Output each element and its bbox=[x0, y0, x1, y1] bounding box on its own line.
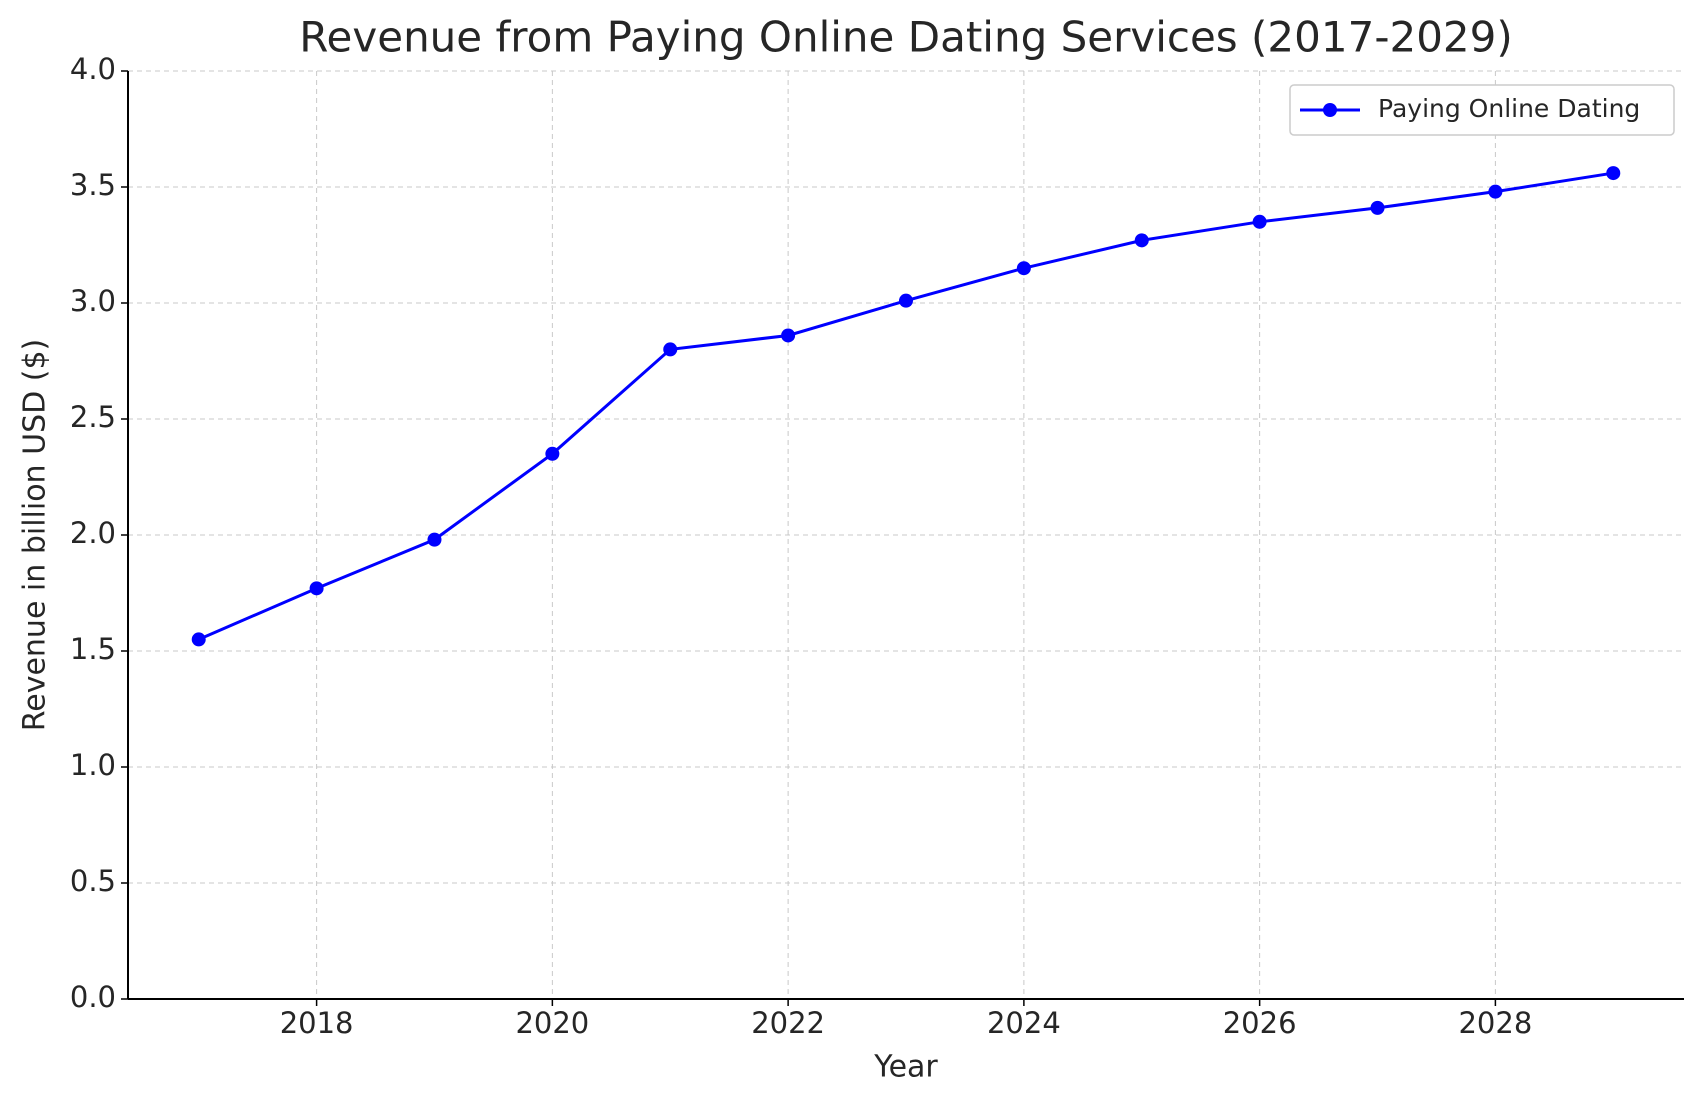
point bbox=[1016, 261, 1031, 276]
point bbox=[1488, 184, 1503, 199]
x-tick-label: 2026 bbox=[1223, 1006, 1297, 1040]
legend: Paying Online Dating bbox=[1289, 84, 1675, 136]
y-tick-label: 0.5 bbox=[70, 864, 116, 898]
y-tick-label: 2.0 bbox=[70, 516, 116, 550]
x-tick-label: 2022 bbox=[751, 1006, 825, 1040]
legend-marker bbox=[1323, 103, 1337, 117]
chart-title: Revenue from Paying Online Dating Servic… bbox=[299, 13, 1513, 62]
y-tick-label: 3.0 bbox=[70, 284, 116, 318]
y-tick-label: 3.5 bbox=[70, 168, 116, 202]
point bbox=[1606, 166, 1621, 181]
point bbox=[545, 446, 560, 461]
y-tick-label: 2.5 bbox=[70, 400, 116, 434]
y-tick-label: 4.0 bbox=[70, 52, 116, 86]
point bbox=[309, 581, 324, 596]
point bbox=[191, 632, 206, 647]
legend-label: Paying Online Dating bbox=[1378, 94, 1640, 123]
x-tick-label: 2024 bbox=[987, 1006, 1061, 1040]
point bbox=[1252, 214, 1267, 229]
point bbox=[1134, 233, 1149, 248]
x-tick-label: 2020 bbox=[515, 1006, 589, 1040]
legend-box bbox=[1289, 84, 1675, 136]
y-tick-label: 0.0 bbox=[70, 980, 116, 1014]
y-tick-label: 1.5 bbox=[70, 632, 116, 666]
point bbox=[1370, 200, 1385, 215]
point bbox=[427, 532, 442, 547]
y-tick-label: 1.0 bbox=[70, 748, 116, 782]
x-tick-label: 2028 bbox=[1458, 1006, 1532, 1040]
point bbox=[663, 342, 678, 357]
line bbox=[198, 171, 1614, 641]
point bbox=[899, 293, 913, 308]
x-tick-label: 2018 bbox=[280, 1006, 354, 1040]
x-axis-label: Year bbox=[873, 1050, 938, 1085]
y-axis-label: Revenue in billion USD ($) bbox=[18, 339, 53, 732]
point bbox=[781, 328, 796, 343]
